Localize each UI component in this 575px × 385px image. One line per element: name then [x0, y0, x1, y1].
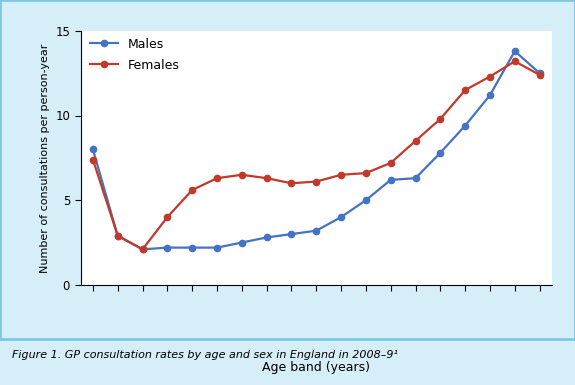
Males: [437, 151, 444, 155]
Females: [189, 188, 196, 192]
Females: [239, 172, 246, 177]
Males: [412, 176, 419, 181]
Females: [313, 179, 320, 184]
Females: [387, 161, 394, 165]
Males: [114, 233, 121, 238]
Males: [387, 177, 394, 182]
Females: [164, 215, 171, 219]
Females: [139, 247, 146, 252]
Males: [362, 198, 369, 203]
Males: [313, 228, 320, 233]
Females: [338, 172, 344, 177]
Females: [511, 59, 518, 64]
Females: [437, 117, 444, 121]
Line: Females: Females: [90, 58, 543, 253]
Males: [213, 245, 220, 250]
Y-axis label: Number of consultations per person-year: Number of consultations per person-year: [40, 43, 49, 273]
Females: [263, 176, 270, 181]
Females: [288, 181, 295, 186]
Males: [486, 93, 493, 97]
Males: [164, 245, 171, 250]
Males: [511, 49, 518, 54]
Males: [239, 240, 246, 245]
Females: [462, 88, 469, 92]
Males: [139, 247, 146, 252]
Males: [90, 147, 97, 152]
Legend: Males, Females: Males, Females: [85, 33, 185, 77]
Text: Figure 1. GP consultation rates by age and sex in England in 2008–9¹: Figure 1. GP consultation rates by age a…: [12, 350, 397, 360]
Males: [189, 245, 196, 250]
Females: [536, 72, 543, 77]
Males: [338, 215, 344, 219]
Males: [536, 71, 543, 75]
Females: [90, 157, 97, 162]
Females: [362, 171, 369, 176]
Females: [213, 176, 220, 181]
Males: [263, 235, 270, 240]
Text: Age band (years): Age band (years): [262, 361, 370, 374]
Line: Males: Males: [90, 48, 543, 253]
Males: [288, 232, 295, 236]
Males: [462, 123, 469, 128]
Females: [412, 139, 419, 143]
Females: [114, 233, 121, 238]
Females: [486, 74, 493, 79]
